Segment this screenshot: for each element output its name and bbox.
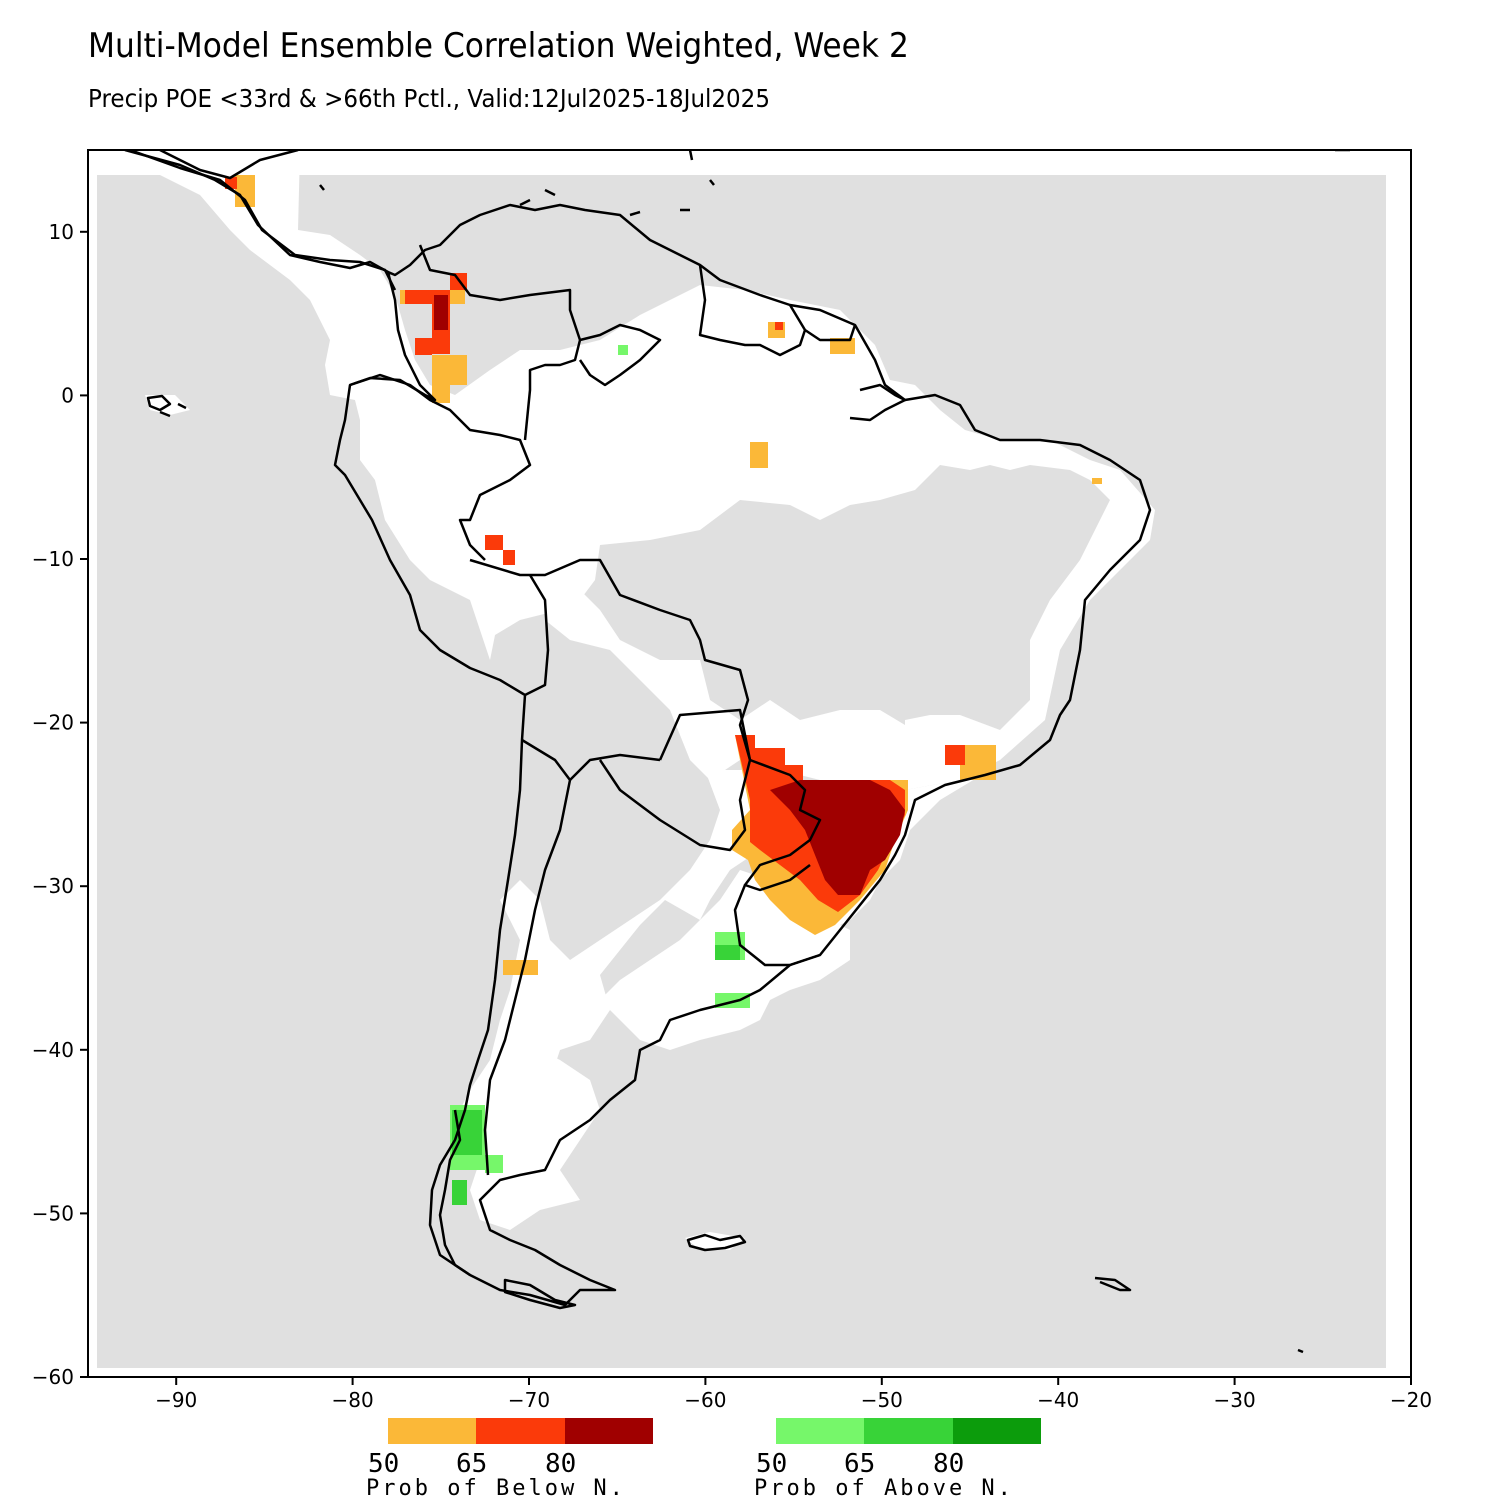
- land-north-neutral: [128, 150, 1155, 790]
- y-tick-label: −10: [32, 547, 74, 571]
- caribbean-islands: [519, 150, 1350, 217]
- plot-area: [88, 150, 1411, 1377]
- patagonia-neutral: [470, 1040, 600, 1230]
- above-50-patagonia-b: [485, 1155, 503, 1173]
- legend-above-normal: 50 65 80 Prob of Above N.: [754, 1418, 1041, 1500]
- below-50-colombia-c: [432, 385, 450, 403]
- y-tick-label: 10: [49, 220, 74, 244]
- x-tick-label: −40: [1037, 1388, 1079, 1412]
- legend-above-swatch-80: [953, 1418, 1041, 1444]
- below-80-sbrazil: [770, 780, 905, 895]
- borders-colombia-venezuela: [418, 244, 582, 441]
- below-50-amazon: [750, 442, 768, 468]
- borders-bolivia: [524, 574, 550, 697]
- below-65-acre-b: [503, 550, 515, 565]
- y-tick-label: −20: [32, 711, 74, 735]
- borders-peru-ecuador-colombia: [349, 373, 532, 561]
- legend-below-label-65: 65: [456, 1449, 487, 1479]
- south-brazil-coast-neutral: [830, 770, 990, 930]
- legend-below-caption: Prob of Below N.: [366, 1476, 626, 1500]
- below-50-mendoza: [503, 960, 538, 975]
- tierra-del-fuego: [503, 1278, 577, 1310]
- x-tick-label: −60: [684, 1388, 726, 1412]
- trinidad-islands: [319, 150, 715, 212]
- above-65-patagonia-b: [452, 1180, 467, 1205]
- borders-venezuela-brazil: [578, 323, 662, 387]
- borders-guianas: [698, 264, 857, 357]
- x-tick-label: −70: [508, 1388, 550, 1412]
- south-america-coastline: [124, 150, 1152, 1307]
- legend-below-normal: 50 65 80 Prob of Below N.: [366, 1418, 653, 1500]
- falkland-islands: [686, 1233, 747, 1252]
- above-50-venezuela: [618, 345, 628, 355]
- borders-paraguay: [598, 708, 752, 852]
- y-axis: 10 0 −10 −20 −30 −40 −50 −60: [32, 220, 88, 1389]
- y-tick-label: −60: [32, 1365, 74, 1389]
- legend-above-caption: Prob of Above N.: [754, 1476, 1014, 1500]
- chile-fjords: [438, 1109, 471, 1277]
- legend-below-swatch-50: [388, 1418, 476, 1444]
- legend-below-label-50: 50: [368, 1449, 399, 1479]
- x-tick-label: −90: [155, 1388, 197, 1412]
- borders-brazil-south: [743, 758, 822, 892]
- coastlines-and-borders: [124, 150, 1350, 1354]
- borders-argentina-north: [569, 753, 661, 781]
- central-america-north-coast: [159, 150, 299, 180]
- x-axis: −90 −80 −70 −60 −50 −40 −30 −20: [155, 1377, 1432, 1412]
- south-georgia: [1094, 1276, 1132, 1292]
- map-subtitle: Precip POE <33rd & >66th Pctl., Valid:12…: [88, 84, 770, 113]
- below-65-acre: [485, 535, 503, 550]
- borders-brazil-west: [469, 558, 752, 761]
- below-50-colombia-b: [432, 355, 467, 385]
- below-65-sao-paulo: [945, 745, 965, 765]
- central-america-coast: [129, 150, 397, 291]
- below-50-sao-paulo: [960, 745, 996, 780]
- legend-below-swatch-80: [565, 1418, 653, 1444]
- below-65-guiana: [775, 322, 783, 330]
- amazon-interior-neutral: [545, 580, 905, 790]
- below-50-ne-brazil: [1092, 478, 1102, 484]
- below-80-colombia: [434, 295, 448, 330]
- legend-above-swatch-50: [776, 1418, 864, 1444]
- y-tick-label: −30: [32, 874, 74, 898]
- legend-below-swatch-65: [476, 1418, 565, 1444]
- below-50-french-guiana: [830, 338, 855, 354]
- borders-uruguay: [733, 884, 821, 967]
- legend-above-label-65: 65: [844, 1449, 875, 1479]
- borders-argentina-chile: [483, 738, 572, 1176]
- legend-below-label-80: 80: [545, 1449, 576, 1479]
- x-tick-label: −50: [861, 1388, 903, 1412]
- above-65-buenos-aires: [715, 945, 740, 960]
- x-tick-label: −80: [331, 1388, 373, 1412]
- x-tick-label: −20: [1390, 1388, 1432, 1412]
- plot-frame: [87, 149, 1412, 1378]
- y-tick-label: 0: [61, 383, 74, 407]
- y-tick-label: −50: [32, 1201, 74, 1225]
- legend-above-label-80: 80: [933, 1449, 964, 1479]
- below-50-central-america: [235, 175, 255, 207]
- galapagos-islands: [146, 394, 187, 418]
- y-tick-label: −40: [32, 1038, 74, 1062]
- below-65-colombia-d: [415, 338, 432, 355]
- legend-above-label-50: 50: [756, 1449, 787, 1479]
- legend-above-swatch-65: [864, 1418, 953, 1444]
- x-tick-label: −30: [1213, 1388, 1255, 1412]
- amazon-river-mouth: [849, 383, 907, 422]
- map-title: Multi-Model Ensemble Correlation Weighte…: [88, 26, 909, 66]
- bouvet-speck: [1297, 1348, 1304, 1354]
